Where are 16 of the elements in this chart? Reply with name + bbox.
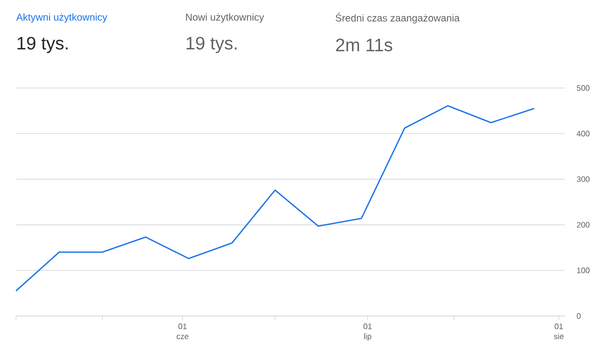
y-tick-label: 300	[576, 176, 590, 182]
x-tick-label: 01 sie	[554, 324, 564, 340]
y-tick-label: 100	[577, 268, 590, 274]
x-tick-label: 01 cze	[176, 324, 188, 340]
y-tick-label: 500	[576, 85, 590, 91]
text: Aktywni użytkownicy	[16, 13, 108, 23]
text: 19 tys.	[18, 36, 68, 54]
y-tick-label: 200	[576, 222, 590, 228]
line-series	[15, 105, 535, 292]
text: 2m 11s	[336, 38, 392, 52]
y-tick-label: 0	[576, 313, 581, 319]
y-tick-label: 400	[576, 130, 590, 136]
x-tick-label: 01 lip	[363, 324, 372, 341]
text: 19 tys.	[186, 36, 237, 54]
text: Nowi użytkownicy	[186, 13, 264, 23]
text: Średni czas zaangażowania	[336, 12, 460, 24]
